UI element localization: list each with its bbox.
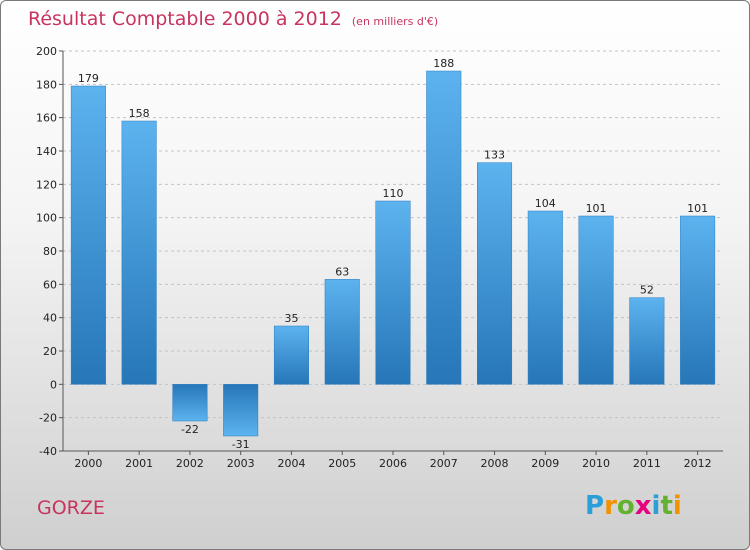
x-tick-label: 2009 [531,457,559,470]
y-tick-label: 40 [43,312,57,325]
x-tick-label: 2001 [125,457,153,470]
y-tick-label: 20 [43,345,57,358]
data-label: 179 [78,72,99,85]
x-tick-label: 2002 [176,457,204,470]
y-tick-label: 100 [36,212,57,225]
chart-title: Résultat Comptable 2000 à 2012 (en millie… [28,8,438,30]
bar [578,215,614,385]
data-label: 101 [586,202,607,215]
x-tick-label: 2012 [684,457,712,470]
bar [680,215,716,385]
x-tick-label: 2011 [633,457,661,470]
proxiti-logo: Proxiti [585,491,682,521]
x-tick-label: 2003 [227,457,255,470]
y-tick-label: 80 [43,245,57,258]
data-label: -22 [181,423,199,436]
bar [629,297,665,385]
data-label: 101 [687,202,708,215]
y-tick-label: 160 [36,112,57,125]
data-label: 158 [129,107,150,120]
bar [375,200,411,385]
logo-letter: t [660,491,673,521]
y-tick-label: -20 [39,412,57,425]
x-tick-label: 2006 [379,457,407,470]
x-tick-label: 2010 [582,457,610,470]
chart-unit: (en milliers d'€) [351,15,439,28]
logo-letter: i [651,491,661,521]
y-tick-label: 180 [36,78,57,91]
data-label: -31 [232,438,250,451]
bar [223,384,259,437]
axes: -40 -20 0 20 40 60 80 100 120 140 160 180 200 2000 200… [36,45,723,470]
bar [477,162,513,385]
y-tick-label: 140 [36,145,57,158]
bars: 179 158 -22 -31 35 63 110 188 133 104 101 52 101 [70,57,716,451]
logo-letter: r [604,491,617,521]
y-tick-label: -40 [39,445,57,458]
x-tick-label: 2005 [328,457,356,470]
bar [324,279,360,385]
y-tick-label: 200 [36,45,57,58]
data-label: 133 [484,149,505,162]
bar [527,210,563,385]
bar [121,120,157,385]
logo-letter: o [616,491,635,521]
data-label: 188 [433,57,454,70]
logo-letter: i [672,491,682,521]
x-tick-label: 2008 [481,457,509,470]
data-label: 35 [284,312,298,325]
data-label: 110 [383,187,404,200]
data-label: 52 [640,284,654,297]
bar [172,384,208,422]
data-label: 63 [335,265,349,278]
y-tick-label: 60 [43,278,57,291]
x-tick-label: 2007 [430,457,458,470]
x-tick-label: 2004 [277,457,305,470]
x-tick-label: 2000 [74,457,102,470]
logo-letter: x [634,491,652,521]
chart-title-text: Résultat Comptable 2000 à 2012 [28,8,342,30]
commune-name: GORZE [37,497,105,519]
bar [426,70,462,385]
y-tick-label: 0 [50,378,57,391]
bar [273,325,309,385]
logo-letter: P [585,491,605,521]
data-label: 104 [535,197,556,210]
bar [70,85,106,385]
y-tick-label: 120 [36,178,57,191]
